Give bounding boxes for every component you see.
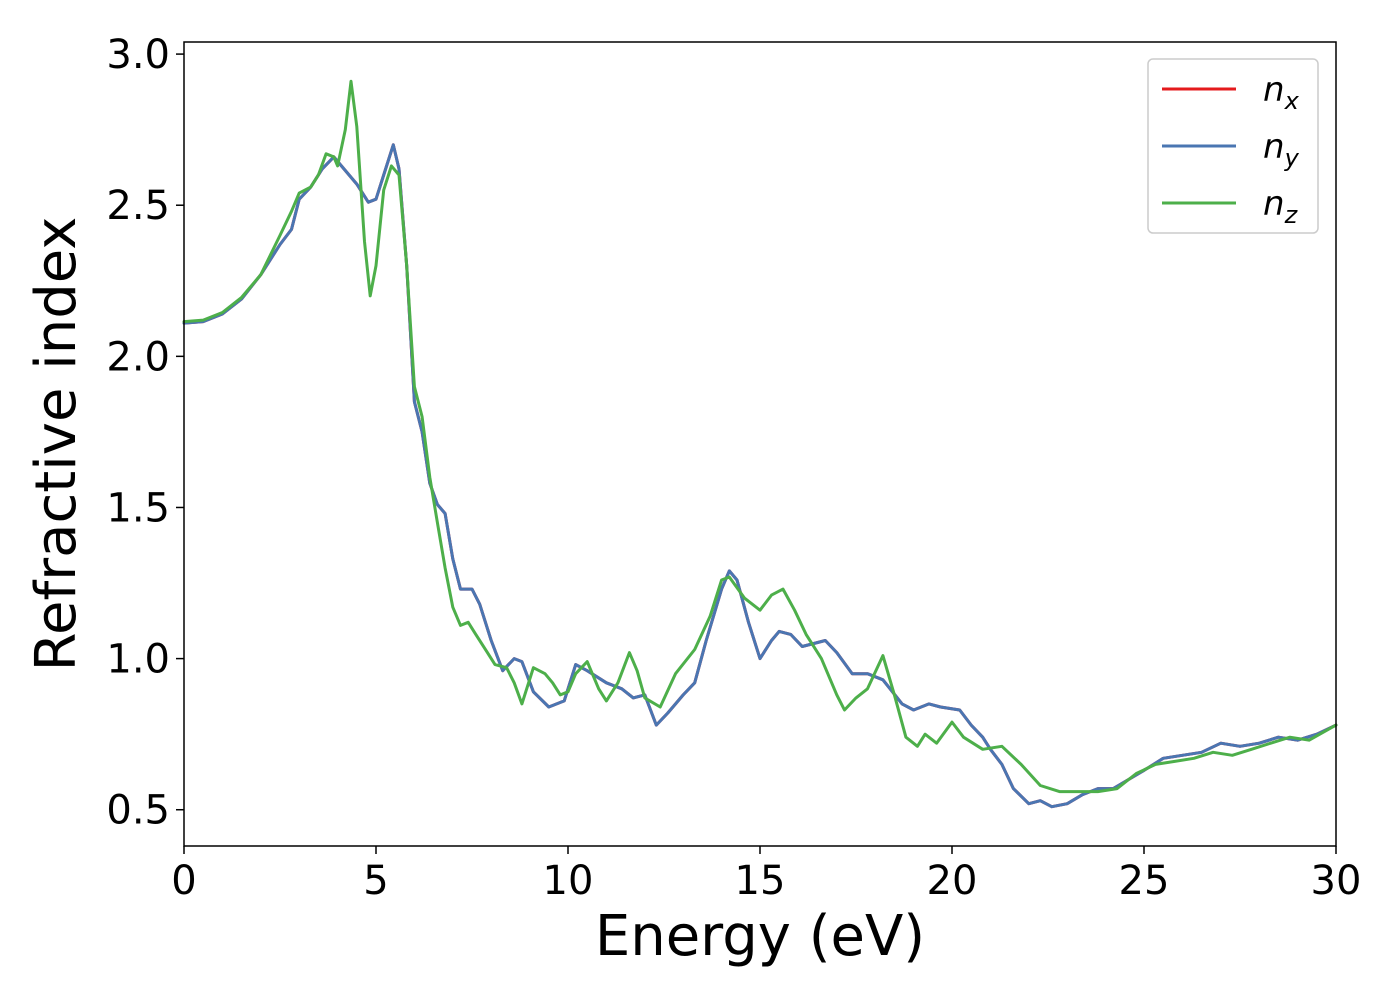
y-tick-label: 1.0 (106, 637, 170, 683)
series-layer (182, 79, 1338, 809)
x-tick-label: 0 (171, 858, 196, 904)
y-tick-label: 2.0 (106, 334, 170, 380)
y-tick-label: 0.5 (106, 788, 170, 834)
x-tick-label: 5 (363, 858, 388, 904)
series-line-ny (182, 143, 1338, 809)
y-axis: 0.5 1.0 1.5 2.0 2.5 3.0 (106, 32, 184, 834)
y-tick-label: 1.5 (106, 485, 170, 531)
legend-label-base: n (1263, 184, 1285, 224)
x-tick-label: 25 (1119, 858, 1170, 904)
legend-label-base: n (1263, 127, 1285, 167)
x-axis-label: Energy (eV) (595, 904, 925, 969)
legend-label-nx: nx (1263, 70, 1300, 115)
legend-label-base: n (1263, 70, 1285, 110)
x-tick-label: 20 (927, 858, 978, 904)
legend-label-subscript: z (1284, 201, 1299, 229)
legend-label-subscript: y (1284, 144, 1300, 172)
x-tick-label: 15 (735, 858, 786, 904)
x-axis: 0 5 10 15 20 25 30 (171, 846, 1361, 904)
legend-label-ny: ny (1263, 127, 1300, 172)
series-line-nz (182, 79, 1338, 794)
y-tick-label: 2.5 (106, 183, 170, 229)
x-tick-label: 10 (543, 858, 594, 904)
y-tick-label: 3.0 (106, 32, 170, 78)
x-tick-label: 30 (1311, 858, 1362, 904)
legend-label-nz: nz (1263, 184, 1299, 229)
y-axis-label: Refractive index (24, 217, 89, 672)
legend-label-subscript: x (1284, 87, 1300, 115)
